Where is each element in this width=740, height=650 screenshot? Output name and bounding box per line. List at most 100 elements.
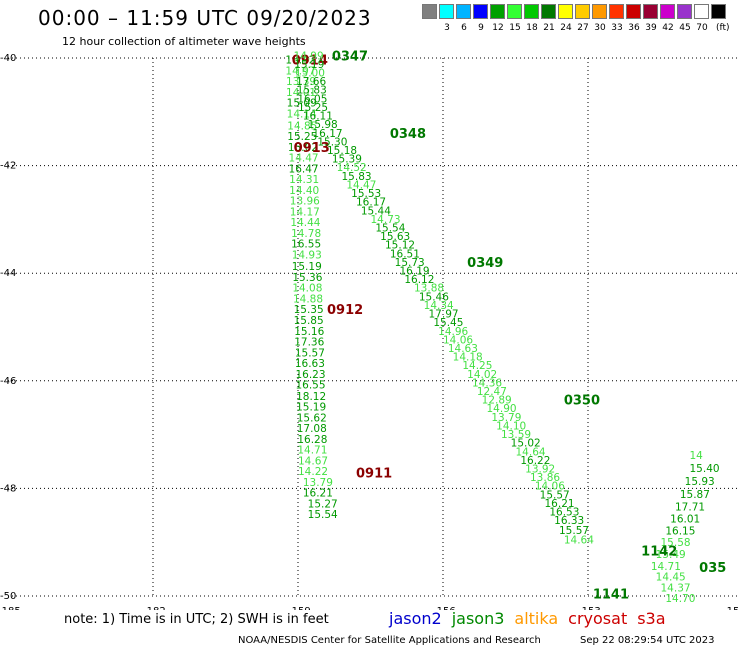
swh-value: 17.97 <box>429 309 459 321</box>
swh-value: 13.88 <box>414 283 444 295</box>
swh-value: 14.70 <box>665 593 695 605</box>
swh-value: 14.44 <box>290 217 320 229</box>
swh-value: 14.71 <box>297 445 327 457</box>
swh-value: 16.17 <box>356 197 386 209</box>
x-tick-label: -159 <box>288 606 311 610</box>
scale-swatch <box>507 4 522 19</box>
swh-value: 13.86 <box>530 472 560 484</box>
swh-value: 14.36 <box>472 377 502 389</box>
swh-value: 14.64 <box>516 446 546 458</box>
swh-value: 15.49 <box>656 549 686 561</box>
swh-value: 15.46 <box>419 291 449 303</box>
y-tick-label: -50 <box>0 591 16 602</box>
scale-swatch <box>711 4 726 19</box>
swh-value: 14.71 <box>651 561 681 573</box>
mission-legend: jason2 jason3 altika cryosat s3a <box>389 609 676 628</box>
swh-value: 14.14 <box>287 108 317 120</box>
swh-value: 17.66 <box>296 76 326 88</box>
scale-swatch <box>677 4 692 19</box>
swh-value: 16.19 <box>400 266 430 278</box>
timestamp-text: Sep 22 08:29:54 UTC 2023 <box>580 635 715 646</box>
scale-label: 70 <box>696 23 708 33</box>
swh-value: 15.57 <box>559 525 589 537</box>
swh-value: 14.78 <box>291 228 321 240</box>
swh-value: 16.01 <box>670 514 700 526</box>
swh-value: 14.47 <box>289 153 319 165</box>
scale-swatch <box>422 4 437 19</box>
swh-value: 15.57 <box>540 489 570 501</box>
swh-value: 16.11 <box>303 111 333 123</box>
scale-label: 45 <box>679 23 691 33</box>
swh-value: 15.35 <box>294 304 324 316</box>
pass-time-label: 0348 <box>390 127 426 142</box>
scale-swatch <box>490 4 505 19</box>
mission-jason2: jason2 <box>389 609 442 628</box>
scale-swatch <box>609 4 624 19</box>
swh-value: 14.34 <box>424 300 454 312</box>
swh-value: 15.85 <box>294 315 324 327</box>
swh-value: 14.90 <box>487 403 517 415</box>
swh-value: 16.23 <box>295 369 325 381</box>
swh-value: 17.36 <box>294 337 324 349</box>
x-tick-label: -15 <box>723 606 739 610</box>
swh-value: 14.01 <box>286 87 316 99</box>
scale-label: 12 <box>492 23 504 33</box>
y-tick-label: -42 <box>0 161 16 172</box>
swh-value: 15.40 <box>690 463 720 475</box>
swh-value: 15.25 <box>287 131 317 143</box>
swh-value: 16.53 <box>549 507 579 519</box>
swh-value: 16.21 <box>545 498 575 510</box>
swh-value: 16.12 <box>404 274 434 286</box>
swh-value: 15.83 <box>342 171 372 183</box>
pass-time-label: 0913 <box>294 141 330 156</box>
swh-value: 14.99 <box>294 50 324 62</box>
scale-swatch <box>643 4 658 19</box>
scale-label: 6 <box>461 23 467 33</box>
swh-value: 14.88 <box>293 293 323 305</box>
swh-value: 15.83 <box>297 85 327 97</box>
swh-value: 13.79 <box>491 412 521 424</box>
pass-time-label: 035 <box>699 561 726 576</box>
pass-time-label: 1142 <box>641 544 677 559</box>
swh-value: 16.21 <box>303 488 333 500</box>
mission-cryosat: cryosat <box>568 609 628 628</box>
swh-value: 14.37 <box>661 582 691 594</box>
swh-value: 12.89 <box>482 395 512 407</box>
chart-subtitle: 12 hour collection of altimeter wave hei… <box>62 35 306 48</box>
swh-value: 14.40 <box>289 185 319 197</box>
swh-value: 14.31 <box>289 174 319 186</box>
swh-value: 17.71 <box>675 502 705 514</box>
scale-swatch <box>694 4 709 19</box>
swh-value: 14.08 <box>292 283 322 295</box>
scale-label: 33 <box>611 23 623 33</box>
pass-time-label: 0911 <box>356 466 392 481</box>
swh-value: 16.55 <box>291 239 321 251</box>
swh-value: 14.02 <box>467 369 497 381</box>
swh-value: 14.93 <box>292 249 322 261</box>
swh-value: 14.18 <box>453 352 483 364</box>
swh-value: 13.39 <box>286 76 316 88</box>
swh-value: 18.12 <box>296 391 326 403</box>
swh-value: 15.54 <box>375 222 405 234</box>
swh-value: 16.22 <box>520 455 550 467</box>
scale-swatch <box>439 4 454 19</box>
swh-value: 16.17 <box>313 128 343 140</box>
swh-value: 15.27 <box>308 498 338 510</box>
swh-value: 16.42 <box>285 55 315 67</box>
swh-value: 15.54 <box>308 509 338 521</box>
swh-value: 15.00 <box>295 68 325 80</box>
swh-value: 14.06 <box>443 334 473 346</box>
swh-value: 14.10 <box>496 420 526 432</box>
scale-label: 15 <box>509 23 521 33</box>
swh-value: 14.73 <box>371 214 401 226</box>
scale-swatch <box>456 4 471 19</box>
swh-value: 14.97 <box>285 65 315 77</box>
pass-time-label: 0914 <box>292 54 328 69</box>
chart-title: 00:00 – 11:59 UTC 09/20/2023 <box>38 6 372 30</box>
scale-swatch <box>558 4 573 19</box>
y-tick-label: -48 <box>0 483 16 494</box>
swh-value: 15.93 <box>685 476 715 488</box>
x-tick-label: -156 <box>433 606 456 610</box>
scale-swatch <box>524 4 539 19</box>
scale-swatch <box>592 4 607 19</box>
